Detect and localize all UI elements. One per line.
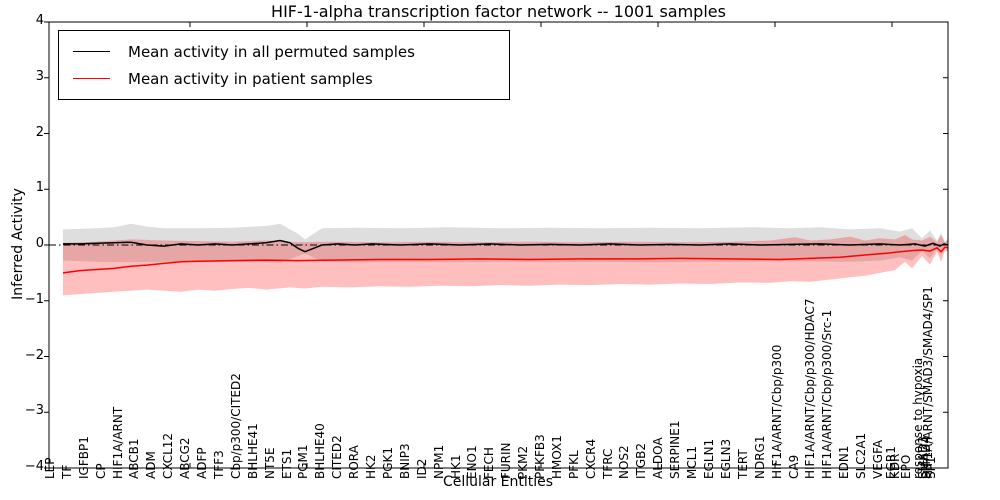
x-category-label: HMOX1 (550, 435, 564, 479)
y-tick-label: −1 (24, 291, 44, 307)
x-category-label: ITGB2 (634, 442, 648, 479)
chart-title: HIF-1-alpha transcription factor network… (271, 2, 726, 21)
x-category-label: EDN1 (837, 445, 851, 479)
x-category-label: CXCL12 (161, 432, 175, 479)
legend-label-patient: Mean activity in patient samples (128, 69, 373, 88)
y-tick-label: 2 (35, 124, 44, 140)
x-category-label: HIF1A/ARNT/Cbp/p300/Src-1 (820, 309, 834, 479)
x-category-label: PGK1 (381, 446, 395, 479)
x-category-label: CP (94, 463, 108, 479)
y-tick-label: 1 (35, 180, 44, 196)
x-category-label: ABCG2 (178, 437, 192, 479)
x-category-label: CA9 (787, 454, 801, 479)
y-tick-label: −3 (24, 403, 44, 419)
x-category-label: ADM (144, 451, 158, 479)
x-category-label: PKM2 (516, 445, 530, 479)
x-category-label: HIF1A/ARNT/SMAD3/SMAD4/SP1 (921, 286, 935, 479)
x-category-label: SERPINE1 (668, 420, 682, 479)
x-category-label: ETS1 (280, 448, 294, 479)
x-category-label: TFRC (601, 448, 615, 479)
x-category-label: BHLHE41 (246, 423, 260, 479)
permuted-line-sample (73, 51, 110, 52)
x-category-label: HK1 (449, 454, 463, 479)
x-category-label: ALDOA (651, 437, 665, 479)
x-category-label: TFF3 (212, 450, 226, 479)
permuted-mean-line (63, 239, 949, 253)
x-category-label: NPM1 (432, 444, 446, 479)
x-category-label: HIF1A/ARNT (111, 406, 125, 479)
x-category-label: PFKFB3 (533, 434, 547, 479)
x-category-label: ENO1 (465, 445, 479, 479)
x-category-label: EGLN3 (719, 438, 733, 479)
x-category-label: SLC2A1 (854, 432, 868, 479)
x-category-label: PGM1 (296, 444, 310, 479)
x-category-label: MCL1 (685, 445, 699, 479)
x-category-label: RORA (347, 445, 361, 479)
x-category-label: LEP (43, 457, 57, 479)
x-category-label: FECH (482, 447, 496, 479)
x-category-label: CITED2 (330, 435, 344, 479)
legend: Mean activity in all permuted samples Me… (58, 30, 510, 100)
permuted-samples-range-band (63, 223, 948, 263)
x-category-label: NOS2 (617, 445, 631, 479)
legend-entry-permuted: Mean activity in all permuted samples (73, 38, 509, 65)
y-tick-label: −4 (24, 459, 44, 474)
x-category-label: Cbp/p300/CITED2 (229, 373, 243, 479)
x-category-label: NT5E (263, 447, 277, 479)
y-tick-label: −2 (24, 347, 44, 363)
x-category-label: BHLHE40 (313, 423, 327, 479)
x-category-label: IGFBP1 (77, 436, 91, 479)
x-category-label: HK2 (364, 454, 378, 479)
y-tick-label: 0 (35, 236, 44, 251)
patient-samples-range-band (63, 235, 948, 296)
x-category-label: SP1 (924, 456, 938, 480)
x-category-label: FURIN (499, 442, 513, 479)
x-category-label: ID2 (415, 458, 429, 479)
patient-mean-line (62, 246, 949, 274)
legend-entry-patient: Mean activity in patient samples (73, 65, 509, 92)
x-category-label: PFKL (567, 450, 581, 479)
y-tick-label: 4 (35, 13, 44, 28)
legend-label-permuted: Mean activity in all permuted samples (128, 42, 415, 61)
x-category-label: CXCR4 (584, 438, 598, 479)
x-category-label: HIF1A/ARNT/Cbp/p300/HDAC7 (803, 298, 817, 479)
x-category-label: ABCB1 (127, 438, 141, 479)
x-category-label: TF (60, 464, 74, 479)
x-category-label: EGLN1 (702, 438, 716, 479)
x-category-label: ADFP (195, 447, 209, 479)
y-tick-label: 3 (35, 68, 44, 84)
x-category-label: NDRG1 (753, 435, 767, 480)
x-category-label: HIF1A/ARNT/Cbp/p300 (770, 344, 784, 479)
x-category-label: BNIP3 (398, 443, 412, 479)
x-axis-label: Cellular Entities (442, 474, 554, 490)
x-category-label: TERT (736, 449, 750, 479)
patient-line-sample (73, 78, 110, 79)
